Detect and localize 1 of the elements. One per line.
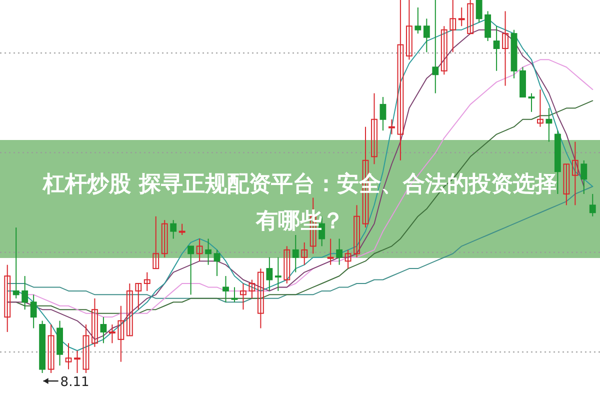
annotation: 8.11 [60, 375, 90, 390]
